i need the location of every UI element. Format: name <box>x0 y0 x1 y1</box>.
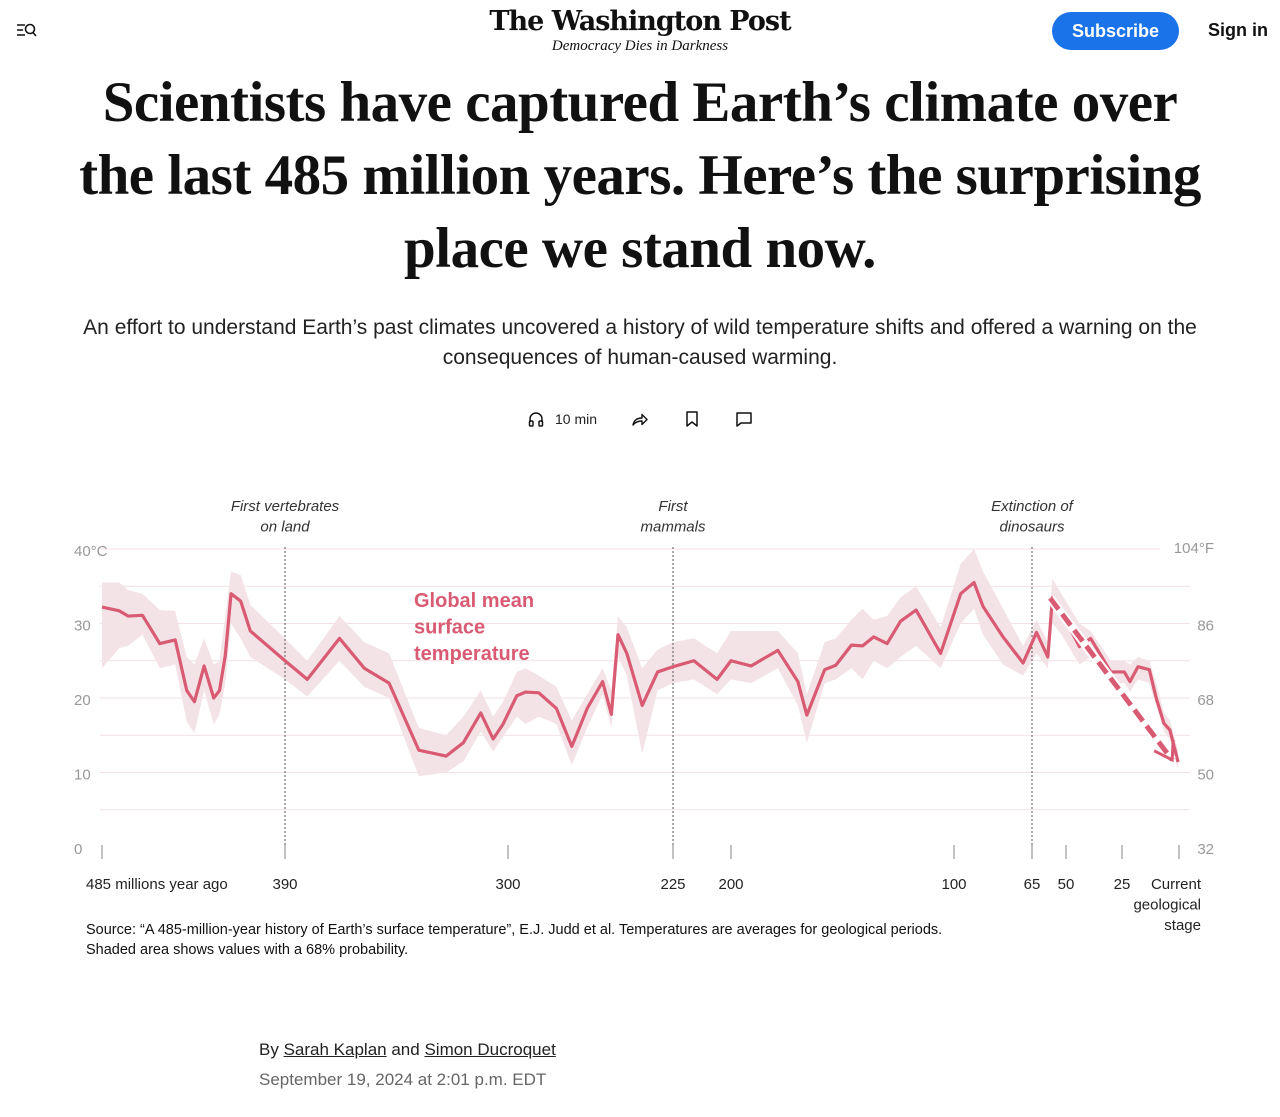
y-left-tick-label: 30 <box>74 618 91 635</box>
x-tick-label: 300 <box>495 876 520 893</box>
menu-search-icon <box>17 23 37 37</box>
bookmark-button[interactable] <box>683 410 701 428</box>
annotation-label: Extinction of dinosaurs <box>991 498 1075 536</box>
trend-arrow-line <box>1048 596 1175 762</box>
y-left-tick-label: 0 <box>74 841 82 858</box>
y-right-tick-label: 86 <box>1197 618 1214 635</box>
subscribe-button[interactable]: Subscribe <box>1052 12 1179 50</box>
y-right-tick-label: 50 <box>1197 767 1214 784</box>
trend-arrow-group <box>1046 595 1176 763</box>
comment-icon <box>736 412 752 427</box>
x-tick-label: 100 <box>941 876 966 893</box>
y-left-tick-label: 20 <box>74 692 91 709</box>
logo-tagline: Democracy Dies in Darkness <box>551 38 729 54</box>
share-icon <box>632 413 648 426</box>
byline-and: and <box>391 1040 420 1059</box>
series-label-line: surface <box>414 617 485 639</box>
x-tick-label: 225 <box>660 876 685 893</box>
temperature-chart: First vertebrates on land First mammals Exti… <box>74 498 1214 934</box>
headphones-icon <box>528 412 544 427</box>
listen-duration: 10 min <box>554 411 598 427</box>
x-tick-label: 390 <box>272 876 297 893</box>
x-tick-label: 485 millions year ago <box>86 876 228 893</box>
x-tick-label: 200 <box>718 876 743 893</box>
y-right-tick-label: 104°F <box>1174 540 1214 557</box>
y-right-tick-label: 32 <box>1197 841 1214 858</box>
sign-in-link[interactable]: Sign in <box>1208 20 1268 40</box>
axes: 0 10 20 30 40°C 32 50 68 86 104°F 485 millions yea… <box>74 540 1214 934</box>
temperature-line <box>101 580 1180 763</box>
y-right-tick-label: 68 <box>1197 692 1214 709</box>
x-tick-label: 65 <box>1024 876 1041 893</box>
bookmark-icon <box>686 411 698 427</box>
chart-source-note: Source: “A 485-million-year history of E… <box>86 922 943 958</box>
site-logo[interactable]: The Washington Post Democracy Dies in Da… <box>0 6 1280 54</box>
publish-date: September 19, 2024 at 2:01 p.m. EDT <box>259 1070 547 1089</box>
menu-search-button[interactable] <box>16 20 38 40</box>
series-label: Global mean surface temperature <box>414 590 540 665</box>
series-label-line: temperature <box>414 643 530 665</box>
headline: Scientists have captured Earth’s climate… <box>79 71 1201 280</box>
share-button[interactable] <box>631 410 649 428</box>
x-tick-label: 50 <box>1058 876 1075 893</box>
event-annotations: First vertebrates on land First mammals Exti… <box>231 498 1075 858</box>
y-left-tick-label: 10 <box>74 767 91 784</box>
listen-button[interactable]: 10 min <box>527 410 597 428</box>
confidence-band-group <box>102 549 1179 777</box>
x-tick-label: Current geological stage <box>1133 876 1201 934</box>
confidence-band <box>102 549 1179 777</box>
byline-prefix: By <box>259 1040 279 1059</box>
trend-arrow-head <box>1153 739 1175 763</box>
article-actions: 10 min <box>0 410 1280 428</box>
annotation-label: First mammals <box>640 498 706 536</box>
article-dek: An effort to understand Earth’s past cli… <box>83 316 1197 369</box>
temperature-line-group <box>101 580 1180 763</box>
logo-wordmark: The Washington Post <box>489 6 791 37</box>
annotation-label: First vertebrates on land <box>231 498 340 536</box>
comments-button[interactable] <box>735 410 753 428</box>
author-link[interactable]: Sarah Kaplan <box>283 1040 387 1059</box>
y-left-tick-label: 40°C <box>74 543 108 560</box>
author-link[interactable]: Simon Ducroquet <box>424 1040 556 1059</box>
byline: By Sarah Kaplan and Simon Ducroquet <box>259 1040 556 1060</box>
x-tick-label: 25 <box>1114 876 1131 893</box>
series-label-line: Global mean <box>414 590 534 612</box>
